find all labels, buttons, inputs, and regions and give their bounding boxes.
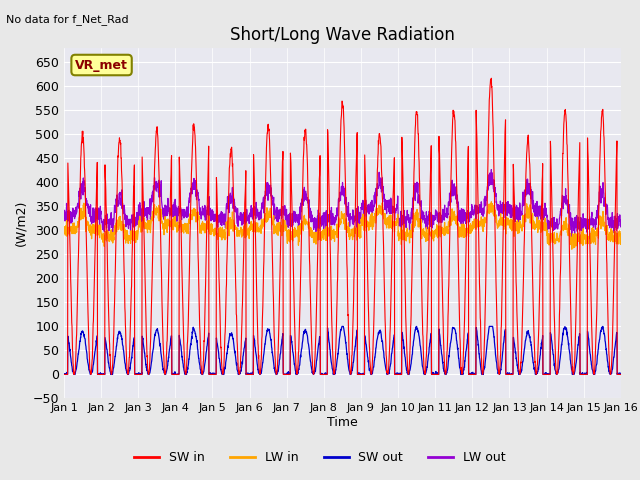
Y-axis label: (W/m2): (W/m2) xyxy=(14,200,27,246)
Title: Short/Long Wave Radiation: Short/Long Wave Radiation xyxy=(230,25,455,44)
X-axis label: Time: Time xyxy=(327,416,358,429)
Text: VR_met: VR_met xyxy=(75,59,128,72)
Legend: SW in, LW in, SW out, LW out: SW in, LW in, SW out, LW out xyxy=(129,446,511,469)
Text: No data for f_Net_Rad: No data for f_Net_Rad xyxy=(6,14,129,25)
